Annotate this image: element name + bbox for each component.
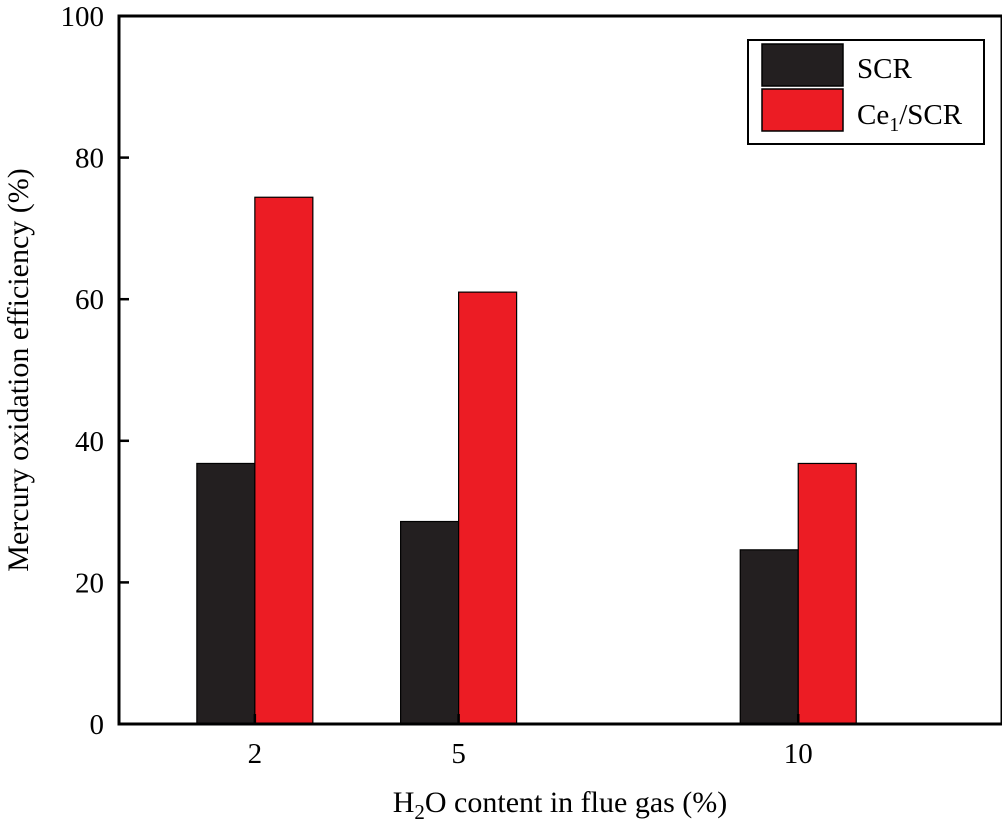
legend-label-scr-pre: SCR [857, 53, 912, 85]
y-tick-label: 60 [75, 284, 104, 316]
bar-scr-2 [196, 462, 256, 725]
y-tick-label: 20 [75, 567, 104, 599]
legend-label-ce1-scr-post: /SCR [899, 99, 963, 131]
legend-label-ce1-scr: Ce1/SCR [857, 99, 963, 136]
x-axis-label: H2O content in flue gas (%) [393, 786, 728, 824]
x-tick-label: 5 [451, 738, 466, 770]
x-axis-label-pre: H [393, 786, 415, 819]
x-tick-label: 10 [784, 738, 813, 770]
x-axis-label-post: O content in flue gas (%) [425, 786, 727, 819]
x-tick-label: 2 [248, 738, 263, 770]
y-tick-label: 80 [75, 143, 104, 175]
y-tick-label: 100 [61, 1, 105, 33]
y-axis: 0 20 40 60 80 100 [61, 1, 129, 741]
y-tick-label: 40 [75, 426, 104, 458]
legend-swatch-ce1-scr [761, 88, 844, 132]
legend-label-ce1-scr-subscript: 1 [889, 114, 899, 136]
bar-ce1-scr-5 [458, 291, 518, 725]
plot-frame [117, 14, 1002, 726]
legend-swatch-scr [761, 43, 844, 87]
bar-scr-10 [739, 549, 799, 725]
bar-scr-5 [400, 520, 460, 725]
bars-layer [196, 196, 857, 725]
y-axis-label: Mercury oxidation efficiency (%) [2, 168, 35, 571]
bar-ce1-scr-2 [254, 196, 314, 725]
legend-label-scr: SCR [857, 53, 912, 85]
legend: SCR Ce1/SCR [747, 39, 985, 145]
y-tick-label: 0 [90, 709, 105, 741]
x-axis: 2 5 10 [248, 714, 813, 770]
bar-ce1-scr-10 [797, 462, 857, 725]
x-axis-label-subscript: 2 [414, 800, 425, 824]
legend-label-ce1-scr-pre: Ce [857, 99, 889, 131]
